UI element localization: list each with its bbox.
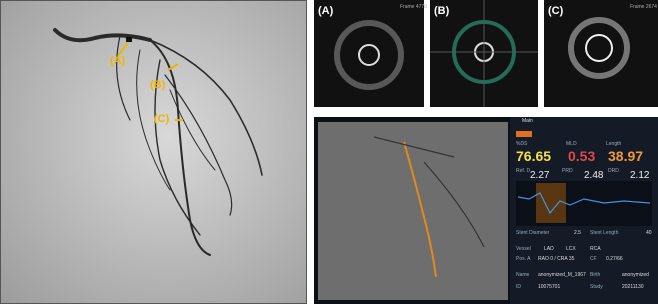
vessel-label: (C) (154, 113, 170, 125)
field-value: 0.27/66 (606, 256, 623, 262)
field-label: Stent Diameter (516, 230, 550, 236)
field-label: Pos. A (516, 256, 531, 262)
field-value: anonymized_M_1967 (538, 272, 586, 278)
metric-value: 2.27 (530, 170, 550, 181)
field-label: Name (516, 272, 530, 278)
vessel-label: (A) (110, 55, 126, 67)
radio-option[interactable]: RCA (590, 246, 601, 252)
software-screenshot (314, 117, 658, 304)
metric-value: 2.48 (584, 170, 604, 181)
field-label: Vessel (516, 246, 531, 252)
field-label: CF (590, 256, 597, 262)
ivus-label: (A) (318, 5, 334, 17)
tab[interactable]: Main (522, 118, 533, 124)
radio-option[interactable]: LAD (544, 246, 554, 252)
field-label: Birth (590, 272, 601, 278)
field-value: 20211130 (622, 284, 644, 290)
ivus-label: (C) (548, 5, 564, 17)
field-value: 40 (646, 230, 652, 236)
field-label: Study (590, 284, 603, 290)
radio-option[interactable]: LCX (566, 246, 576, 252)
metric-value: 38.97 (608, 148, 644, 164)
vessel-label: (B) (150, 79, 166, 91)
metric-value: 2.12 (630, 170, 650, 181)
field-value: 10075701 (538, 284, 561, 290)
frame-label: Frame 4770 (400, 4, 427, 10)
field-value: 2.5 (574, 230, 581, 236)
metric-value: 76.65 (516, 148, 552, 164)
metric-label: Length (606, 141, 622, 147)
ivus-label: (B) (434, 5, 450, 17)
metric-label: Ref. D (516, 168, 531, 174)
metric-label: MLD (566, 141, 577, 147)
field-value: anonymized (622, 272, 649, 278)
metric-value: 0.53 (568, 148, 596, 164)
ivus-images (314, 0, 658, 107)
field-label: Stent Length (590, 230, 619, 236)
frame-label: Frame 2674 (630, 4, 657, 10)
angiogram (0, 0, 307, 304)
metric-label: %DS (516, 141, 528, 147)
field-label: ID (516, 284, 521, 290)
metric-label: PRD (562, 168, 573, 174)
metric-label: DRD (608, 168, 619, 174)
field-value: RAO 0 / CRA 35 (538, 256, 575, 262)
